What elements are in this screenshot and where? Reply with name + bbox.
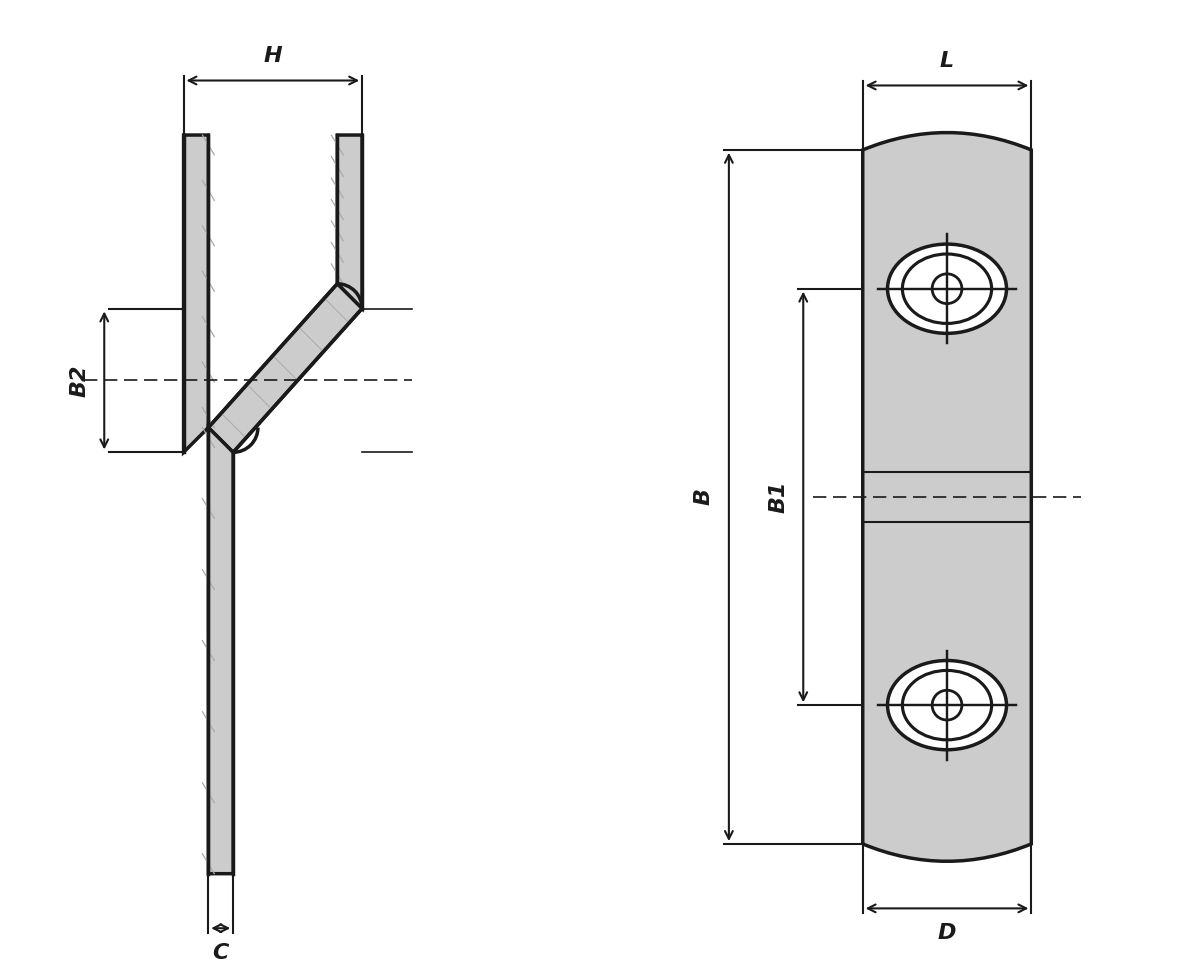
Polygon shape (209, 283, 362, 452)
Text: L: L (940, 51, 954, 70)
Text: B: B (694, 488, 714, 505)
Text: C: C (212, 943, 229, 963)
Text: H: H (264, 46, 282, 65)
Circle shape (932, 274, 962, 304)
Polygon shape (209, 428, 233, 873)
Ellipse shape (888, 244, 1007, 333)
Text: D: D (937, 923, 956, 943)
Circle shape (932, 691, 962, 720)
PathPatch shape (863, 133, 1031, 862)
Text: B2: B2 (70, 364, 89, 397)
Polygon shape (337, 135, 362, 309)
Ellipse shape (902, 254, 991, 323)
Ellipse shape (902, 670, 991, 740)
Polygon shape (184, 135, 209, 452)
Ellipse shape (888, 660, 1007, 749)
Text: B1: B1 (768, 481, 788, 513)
